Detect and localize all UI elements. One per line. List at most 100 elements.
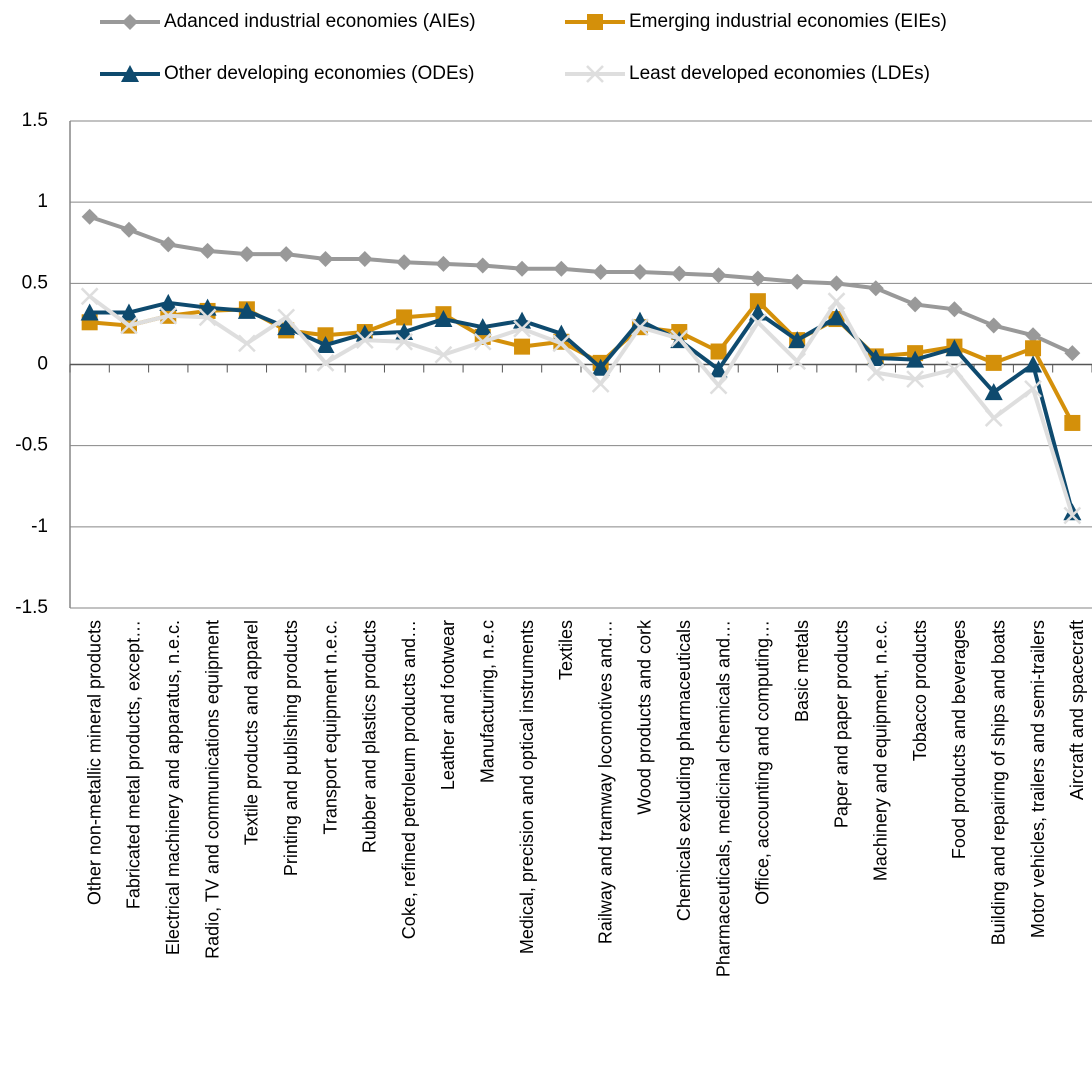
marker bbox=[317, 250, 334, 267]
legend-label: Adanced industrial economies (AIEs) bbox=[164, 11, 476, 32]
x-tick-label: Other non-metallic mineral products bbox=[84, 620, 104, 905]
marker bbox=[907, 296, 924, 313]
marker bbox=[435, 255, 452, 272]
legend-label: Least developed economies (LDEs) bbox=[629, 63, 930, 84]
marker bbox=[278, 246, 295, 263]
marker bbox=[788, 352, 807, 371]
marker bbox=[81, 208, 98, 225]
marker bbox=[80, 303, 99, 321]
marker bbox=[473, 318, 492, 336]
marker bbox=[198, 308, 217, 327]
marker bbox=[671, 265, 688, 282]
x-tick-label: Machinery and equipment, n.e.c. bbox=[871, 620, 891, 881]
marker bbox=[906, 350, 925, 368]
legend-marker bbox=[586, 65, 604, 83]
marker bbox=[789, 273, 806, 290]
marker bbox=[828, 275, 845, 292]
marker bbox=[277, 308, 296, 327]
x-tick-label: Printing and publishing products bbox=[281, 620, 301, 876]
marker bbox=[277, 318, 296, 336]
marker bbox=[1063, 506, 1082, 525]
marker bbox=[552, 334, 571, 353]
x-tick-label: Railway and tramway locomotives and… bbox=[595, 620, 615, 944]
x-tick-label: Building and repairing of ships and boat… bbox=[988, 620, 1008, 945]
x-tick-label: Textile products and apparel bbox=[242, 620, 262, 845]
marker bbox=[238, 334, 256, 353]
marker bbox=[199, 242, 216, 259]
marker bbox=[749, 313, 767, 332]
x-tick-label: Wood products and cork bbox=[635, 619, 655, 815]
x-tick-label: Aircraft and spacecraft bbox=[1067, 620, 1087, 800]
marker bbox=[592, 263, 609, 280]
series bbox=[81, 208, 1081, 362]
marker bbox=[1025, 340, 1042, 357]
x-tick-label: Manufacturing, n.e.c bbox=[477, 620, 497, 783]
marker bbox=[237, 301, 256, 319]
marker bbox=[395, 332, 413, 351]
marker bbox=[355, 331, 374, 350]
marker bbox=[396, 254, 413, 271]
x-tick-label: Office, accounting and computing… bbox=[753, 620, 773, 905]
y-tick-label: 1 bbox=[37, 191, 48, 212]
series bbox=[80, 287, 1082, 525]
marker bbox=[1024, 355, 1043, 373]
marker bbox=[1024, 379, 1042, 398]
marker bbox=[749, 293, 766, 310]
marker bbox=[591, 358, 610, 376]
marker bbox=[788, 331, 807, 349]
marker bbox=[985, 354, 1002, 371]
marker bbox=[867, 280, 884, 297]
marker bbox=[1064, 414, 1081, 431]
x-tick-label: Paper and paper products bbox=[831, 620, 851, 828]
marker bbox=[434, 345, 453, 364]
series bbox=[80, 293, 1082, 521]
marker bbox=[866, 363, 885, 382]
marker bbox=[945, 360, 964, 379]
x-tick-label: Radio, TV and communications equipment bbox=[202, 620, 222, 959]
x-tick-label: Motor vehicles, trailers and semi-traile… bbox=[1028, 620, 1048, 938]
series-line bbox=[88, 294, 1075, 517]
y-tick-label: -0.5 bbox=[15, 435, 48, 456]
legend-label: Other developing economies (ODEs) bbox=[164, 63, 474, 84]
y-tick-label: -1 bbox=[31, 516, 48, 537]
series-line bbox=[89, 214, 1074, 355]
marker bbox=[238, 246, 255, 263]
x-tick-label: Food products and beverages bbox=[949, 620, 969, 859]
marker bbox=[709, 376, 728, 395]
legend-marker bbox=[121, 65, 139, 82]
x-tick-label: Tobacco products bbox=[910, 620, 930, 761]
marker bbox=[514, 260, 531, 277]
marker bbox=[670, 329, 689, 348]
marker bbox=[356, 250, 373, 267]
x-tick-label: Transport equipment n.e.c. bbox=[320, 620, 340, 834]
x-tick-label: Chemicals excluding pharmaceuticals bbox=[674, 620, 694, 921]
marker bbox=[1025, 327, 1042, 344]
x-tick-label: Medical, precision and optical instrumen… bbox=[517, 620, 537, 954]
marker bbox=[984, 409, 1003, 427]
y-tick-label: 0 bbox=[37, 354, 48, 375]
marker bbox=[159, 306, 178, 325]
marker bbox=[985, 317, 1002, 334]
x-tick-label: Textiles bbox=[556, 620, 576, 680]
legend-label: Emerging industrial economies (EIEs) bbox=[629, 11, 947, 32]
series-line bbox=[89, 300, 1075, 513]
marker bbox=[749, 270, 766, 287]
legend-marker bbox=[122, 14, 138, 30]
marker bbox=[946, 301, 963, 318]
marker bbox=[159, 293, 178, 311]
marker bbox=[317, 327, 334, 344]
marker bbox=[120, 316, 138, 335]
marker bbox=[316, 336, 335, 354]
marker bbox=[631, 263, 648, 280]
marker bbox=[710, 267, 727, 284]
marker bbox=[513, 319, 531, 338]
marker bbox=[591, 375, 610, 393]
marker bbox=[631, 318, 649, 337]
marker bbox=[316, 353, 335, 372]
marker bbox=[474, 257, 491, 274]
marker bbox=[553, 260, 570, 277]
marker bbox=[514, 338, 531, 355]
x-tick-label: Leather and footwear bbox=[438, 620, 458, 790]
x-tick-label: Fabricated metal products, except… bbox=[124, 620, 144, 909]
